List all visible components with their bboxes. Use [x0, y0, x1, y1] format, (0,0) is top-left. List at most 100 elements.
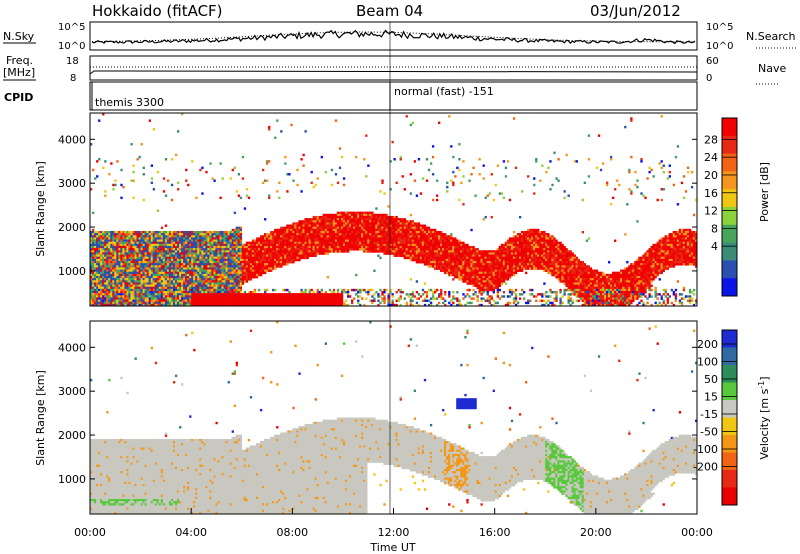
heatmap-cell: [316, 215, 319, 219]
heatmap-cell: [351, 245, 354, 249]
heatmap-cell: [237, 226, 241, 230]
heatmap-cell: [298, 237, 301, 240]
heatmap-cell: [152, 297, 156, 300]
heatmap-cell: [110, 258, 113, 262]
heatmap-cell: [120, 230, 123, 234]
heatmap-cell: [128, 286, 131, 290]
heatmap-cell: [209, 265, 212, 268]
heatmap-cell: [140, 284, 143, 287]
heatmap-cell: [124, 233, 127, 236]
heatmap-cell: [112, 239, 115, 242]
heatmap-cell: [193, 233, 196, 236]
heatmap-cell: [373, 233, 376, 236]
heatmap-cell: [128, 263, 131, 266]
heatmap-cell: [320, 233, 323, 236]
heatmap-cell: [411, 252, 415, 255]
heatmap-cell: [342, 250, 346, 253]
heatmap-cell: [219, 293, 222, 296]
heatmap-cell: [290, 230, 293, 234]
heatmap-cell: [205, 288, 208, 292]
heatmap-cell: [332, 230, 336, 234]
heatmap-cell: [304, 239, 307, 242]
heatmap-cell: [92, 239, 95, 242]
heatmap-cell: [164, 269, 168, 272]
heatmap-cell: [330, 237, 334, 240]
heatmap-cell: [138, 267, 141, 270]
heatmap-cell: [330, 228, 334, 232]
heatmap-cell: [385, 252, 388, 255]
heatmap-cell: [150, 273, 154, 277]
heatmap-cell: [177, 278, 180, 281]
heatmap-cell: [413, 228, 417, 232]
heatmap-cell: [423, 256, 427, 260]
heatmap-cell: [314, 237, 317, 240]
heatmap-cell: [215, 233, 218, 236]
heatmap-cell: [328, 241, 332, 245]
heatmap-cell: [365, 235, 368, 238]
heatmap-cell: [201, 235, 204, 238]
heatmap-cell: [160, 303, 164, 307]
heatmap-cell: [276, 228, 279, 232]
heatmap-cell: [215, 293, 218, 296]
heatmap-cell: [102, 237, 105, 240]
heatmap-cell: [156, 209, 160, 212]
heatmap-cell: [280, 258, 283, 262]
heatmap-cell: [383, 288, 386, 292]
heatmap-cell: [312, 215, 315, 219]
heatmap-cell: [286, 288, 289, 292]
heatmap-cell: [154, 278, 158, 281]
heatmap-cell: [136, 230, 139, 234]
heatmap-cell: [166, 295, 170, 298]
heatmap-cell: [92, 271, 95, 275]
heatmap-cell: [276, 299, 279, 303]
heatmap-cell: [164, 194, 168, 197]
heatmap-cell: [367, 288, 370, 292]
heatmap-cell: [245, 303, 249, 307]
heatmap-cell: [207, 278, 210, 281]
heatmap-cell: [183, 254, 186, 257]
heatmap-cell: [211, 235, 214, 238]
heatmap-cell: [272, 254, 275, 257]
heatmap-cell: [211, 250, 214, 253]
heatmap-cell: [112, 258, 115, 262]
heatmap-cell: [164, 303, 168, 307]
heatmap-cell: [189, 288, 192, 292]
heatmap-cell: [154, 269, 158, 272]
heatmap-cell: [348, 215, 352, 219]
heatmap-cell: [401, 250, 404, 253]
heatmap-cell: [310, 218, 313, 221]
heatmap-cell: [136, 239, 139, 242]
heatmap-cell: [231, 228, 234, 232]
heatmap-cell: [371, 215, 374, 219]
heatmap-cell: [355, 222, 358, 225]
heatmap-cell: [213, 230, 216, 234]
heatmap-cell: [207, 250, 210, 253]
heatmap-cell: [187, 256, 190, 260]
heatmap-cell: [351, 213, 354, 217]
heatmap-cell: [266, 297, 269, 300]
heatmap-cell: [140, 275, 143, 279]
heatmap-cell: [152, 271, 156, 275]
heatmap-cell: [172, 248, 176, 251]
heatmap-cell: [393, 254, 396, 257]
heatmap-cell: [199, 168, 202, 172]
heatmap-cell: [300, 297, 303, 300]
heatmap-cell: [90, 252, 93, 255]
heatmap-cell: [223, 297, 226, 300]
heatmap-cell: [120, 263, 123, 266]
heatmap-cell: [249, 256, 253, 260]
heatmap-cell: [253, 295, 257, 298]
heatmap-cell: [110, 303, 113, 307]
heatmap-cell: [276, 250, 279, 253]
heatmap-cell: [96, 301, 99, 305]
heatmap-cell: [209, 254, 212, 257]
heatmap-cell: [417, 224, 421, 227]
heatmap-cell: [251, 265, 255, 268]
heatmap-cell: [363, 250, 366, 253]
heatmap-cell: [150, 275, 154, 279]
heatmap-cell: [138, 303, 141, 307]
heatmap-cell: [353, 213, 356, 217]
heatmap-cell: [207, 239, 210, 242]
heatmap-cell: [312, 218, 315, 221]
heatmap-cell: [106, 241, 109, 245]
